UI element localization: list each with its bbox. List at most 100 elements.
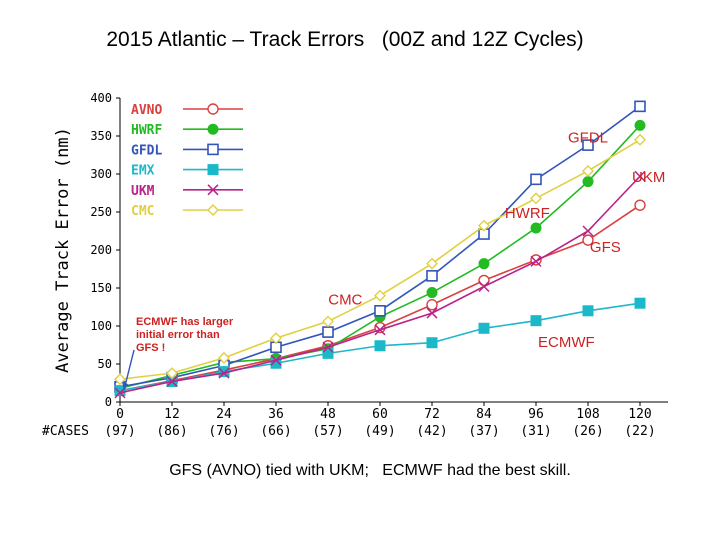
annotation-label: UKM <box>632 169 665 186</box>
data-point <box>530 192 542 205</box>
legend-marker <box>207 143 219 156</box>
legend-marker <box>207 103 219 115</box>
legend-label: CMC <box>131 204 154 219</box>
data-point <box>426 337 438 349</box>
y-tick-label: 300 <box>90 167 112 181</box>
data-point <box>374 324 386 336</box>
data-point <box>270 354 282 366</box>
data-point <box>374 304 386 317</box>
data-point <box>426 299 438 311</box>
y-tick-labels: 400 350 300 250 200 150 100 50 0 <box>90 91 112 409</box>
data-point <box>530 222 542 234</box>
case-count: (76) <box>208 424 239 439</box>
series-emx <box>114 297 646 397</box>
x-tick-label: 0 <box>116 407 124 422</box>
data-point <box>478 274 490 287</box>
case-count: (49) <box>364 424 395 439</box>
note-line: initial error than <box>136 329 220 341</box>
caption: GFS (AVNO) tied with UKM; ECMWF had the … <box>169 462 571 479</box>
y-tick-label: 0 <box>105 395 112 409</box>
legend-box <box>124 100 252 222</box>
x-tick-label: 108 <box>576 407 599 422</box>
y-tick-label: 350 <box>90 129 112 143</box>
data-point <box>270 332 282 345</box>
data-point <box>634 170 646 182</box>
case-count: (26) <box>572 424 603 439</box>
data-point <box>530 255 542 267</box>
legend-marker <box>207 204 219 216</box>
y-tick-label: 50 <box>98 357 112 371</box>
x-tick-label: 120 <box>628 407 651 422</box>
data-point <box>582 139 594 151</box>
y-tick-label: 150 <box>90 281 112 295</box>
data-point <box>322 326 334 338</box>
annotation-label: GFDL <box>568 130 608 147</box>
data-point <box>166 367 178 380</box>
legend-marker <box>207 184 219 196</box>
legend-marker <box>207 123 219 135</box>
x-tick-label: 36 <box>268 407 284 422</box>
case-count: (31) <box>520 424 551 439</box>
data-point <box>582 176 594 188</box>
data-point <box>426 270 438 282</box>
data-point <box>426 257 438 270</box>
data-point <box>634 199 646 211</box>
data-point <box>582 305 594 317</box>
data-point <box>322 341 334 353</box>
legend-label: GFDL <box>131 143 162 158</box>
legend-label: UKM <box>131 184 155 199</box>
data-point <box>478 258 490 270</box>
annotation-label: HWRF <box>505 205 550 222</box>
case-count: (66) <box>260 424 291 439</box>
y-tick-label: 400 <box>90 91 112 105</box>
x-tick-label: 48 <box>320 407 336 422</box>
y-tick-label: 200 <box>90 243 112 257</box>
data-point <box>374 289 386 302</box>
data-point <box>166 375 178 388</box>
data-point <box>582 234 594 246</box>
case-count: (42) <box>416 424 447 439</box>
data-point <box>270 357 282 369</box>
case-count: (22) <box>624 424 655 439</box>
data-point <box>582 225 594 237</box>
x-tick-label: 12 <box>164 407 180 422</box>
legend-label: AVNO <box>131 103 162 118</box>
x-tick-labels: 0 12 24 36 48 60 72 84 96 108 120 <box>116 407 652 422</box>
data-point <box>322 315 334 328</box>
data-point <box>114 385 126 397</box>
data-point <box>634 100 646 113</box>
series-lines <box>114 100 646 399</box>
case-count: (97) <box>104 424 135 439</box>
y-tick-label: 100 <box>90 319 112 333</box>
data-point <box>322 347 334 359</box>
data-point <box>478 280 490 293</box>
data-point <box>218 351 230 364</box>
x-tick-label: 84 <box>476 407 492 422</box>
series-ukm <box>114 170 646 399</box>
data-point <box>374 340 386 352</box>
legend-marker <box>207 164 219 176</box>
note-arrowhead <box>122 382 128 390</box>
data-point <box>634 297 646 309</box>
data-point <box>114 373 126 386</box>
case-count: (37) <box>468 424 499 439</box>
chart-title: 2015 Atlantic – Track Errors (00Z and 12… <box>106 28 584 51</box>
annotation-label: CMC <box>328 291 362 308</box>
legend-label: EMX <box>131 164 155 179</box>
x-tick-label: 96 <box>528 407 544 422</box>
data-point <box>530 315 542 327</box>
note-line: ECMWF has larger <box>136 316 234 328</box>
x-tick-label: 60 <box>372 407 388 422</box>
axes <box>116 97 668 406</box>
data-point <box>634 133 646 146</box>
data-point <box>530 173 542 186</box>
legend-label: HWRF <box>131 123 162 138</box>
y-axis-label: Average Track Error (nm) <box>53 127 73 373</box>
cases-label: #CASES <box>42 424 89 439</box>
series-cmc <box>114 133 646 386</box>
x-tick-label: 24 <box>216 407 232 422</box>
x-tick-label: 72 <box>424 407 440 422</box>
y-tick-label: 250 <box>90 205 112 219</box>
